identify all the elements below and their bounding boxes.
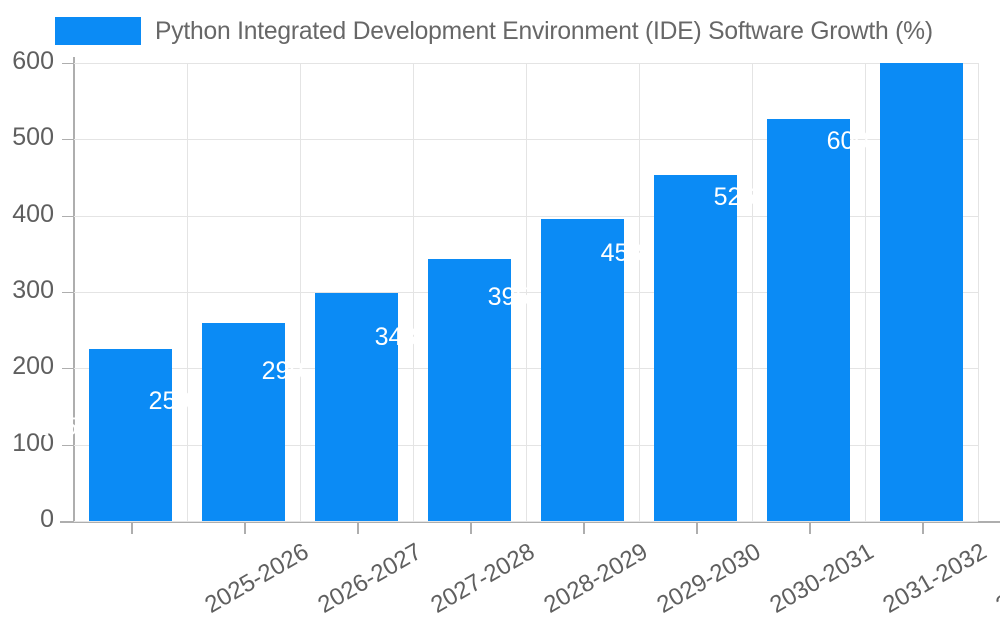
x-axis-tick [131, 523, 133, 534]
x-axis-tick-label: 2027-2028 [425, 538, 539, 619]
bar[interactable] [541, 219, 624, 521]
x-axis-line [60, 521, 1000, 523]
y-axis-tick-label: 0 [40, 505, 54, 533]
x-gridline [865, 63, 866, 521]
x-axis-tick-label: 2030-2031 [764, 538, 878, 619]
y-axis-tick [62, 444, 73, 446]
y-axis-tick-label: 100 [12, 428, 54, 457]
y-axis-tick-label: 500 [12, 123, 54, 152]
x-gridline [300, 63, 301, 521]
x-axis-tick [809, 523, 811, 534]
y-axis-tick [62, 215, 73, 217]
bar[interactable] [202, 323, 285, 521]
y-axis-tick [62, 368, 73, 370]
legend-label: Python Integrated Development Environmen… [155, 16, 934, 45]
x-axis-tick [357, 523, 359, 534]
bar[interactable] [654, 175, 737, 521]
bar[interactable] [428, 259, 511, 521]
legend-color-swatch [55, 17, 142, 45]
x-axis-tick [470, 523, 472, 534]
x-axis-tick-label: 2028-2029 [538, 538, 652, 619]
x-gridline [187, 63, 188, 521]
y-axis-tick [62, 292, 73, 293]
y-axis-tick-label: 200 [12, 352, 54, 381]
plot-area [74, 63, 979, 522]
x-gridline [413, 63, 414, 521]
x-axis-tick [244, 523, 246, 534]
x-axis-tick [696, 523, 698, 534]
x-gridline [978, 63, 979, 521]
x-gridline [526, 63, 527, 521]
chart-legend: Python Integrated Development Environmen… [0, 12, 1000, 50]
bar[interactable] [767, 119, 850, 521]
y-axis-tick [62, 139, 73, 141]
x-axis-tick [922, 523, 924, 534]
x-axis-tick-label: 2031-2032 [877, 538, 991, 619]
x-axis-tick-label: 2032-2033 [990, 538, 1000, 619]
bar[interactable] [89, 349, 172, 521]
y-axis-tick-label: 600 [12, 47, 54, 75]
x-gridline [639, 63, 640, 521]
x-gridline [752, 63, 753, 521]
bar[interactable] [880, 63, 963, 521]
y-axis-line [73, 57, 75, 522]
x-axis-tick-label: 2025-2026 [199, 538, 313, 619]
y-axis-tick-label: 400 [12, 199, 54, 228]
bar-chart: Python Integrated Development Environmen… [0, 12, 1000, 619]
y-gridline [74, 521, 978, 522]
bar[interactable] [315, 292, 398, 521]
y-axis-tick-label: 300 [12, 276, 54, 304]
x-axis-tick [583, 523, 585, 534]
y-axis-tick [62, 521, 73, 522]
x-axis-tick-label: 2026-2027 [312, 538, 426, 619]
x-axis-tick-label: 2029-2030 [651, 538, 765, 619]
y-axis-tick [62, 63, 73, 64]
